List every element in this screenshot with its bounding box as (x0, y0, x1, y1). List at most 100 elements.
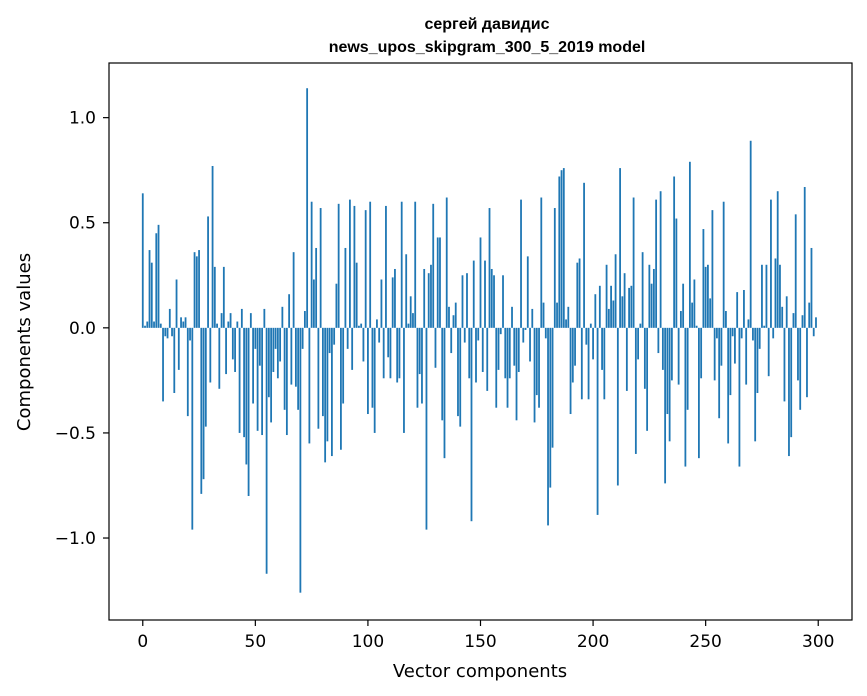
bar (747, 319, 750, 328)
y-axis-label: Components values (14, 253, 35, 431)
bar (727, 327, 730, 444)
bar (303, 311, 306, 328)
bar (189, 327, 191, 341)
bar (427, 273, 430, 328)
bar (166, 327, 169, 339)
bar (664, 327, 667, 484)
bar (616, 327, 619, 486)
bar (468, 327, 471, 379)
bar (533, 327, 536, 423)
bar (679, 311, 682, 328)
bar (553, 208, 556, 328)
bar (367, 327, 369, 415)
bar (547, 327, 549, 526)
bar (808, 302, 811, 328)
bar (504, 327, 507, 379)
bar (218, 327, 221, 389)
bar (544, 327, 547, 339)
bar (148, 250, 151, 328)
bar (238, 327, 241, 433)
bar (159, 323, 162, 328)
bar (191, 327, 194, 530)
bar (668, 327, 671, 442)
bar (598, 285, 601, 328)
bar (520, 199, 522, 328)
bar (587, 327, 590, 400)
bar (722, 201, 725, 328)
y-axis: 1.0 0.5 0.0 −0.5 −1.0 (55, 109, 109, 549)
bar (493, 275, 495, 328)
bar (258, 327, 261, 366)
bar (216, 323, 218, 328)
bar (321, 327, 324, 417)
bar (632, 197, 635, 328)
bar (772, 327, 775, 339)
bar (168, 308, 171, 328)
bar (763, 325, 766, 328)
bar (650, 283, 653, 328)
bar (484, 260, 486, 328)
bar (695, 325, 698, 328)
bar (292, 252, 295, 328)
bar (643, 327, 646, 389)
bars-group (141, 88, 817, 593)
bar (657, 327, 660, 354)
bar (583, 182, 585, 328)
bar (267, 327, 270, 398)
bar (740, 327, 743, 339)
bar (607, 308, 610, 328)
bar (445, 197, 448, 328)
bar (565, 319, 567, 328)
bar (488, 208, 491, 328)
bar (213, 266, 216, 328)
bar (567, 306, 570, 328)
bar (788, 327, 790, 457)
bar (234, 327, 236, 372)
bar (459, 327, 462, 427)
bar (497, 327, 500, 370)
bar (317, 327, 320, 429)
bar (285, 327, 288, 436)
bar (779, 264, 781, 328)
y-tick-label: 0.0 (69, 319, 96, 339)
bar (558, 176, 561, 328)
bar (702, 229, 705, 328)
bar (351, 327, 354, 370)
bar (173, 327, 176, 393)
bar (281, 306, 284, 328)
bar (797, 327, 799, 381)
bar (376, 319, 378, 328)
bar (623, 273, 626, 328)
bar (756, 327, 759, 393)
bar (184, 317, 187, 328)
bar (164, 327, 167, 337)
bar (648, 264, 651, 328)
bar (430, 264, 432, 328)
bar (369, 201, 372, 328)
bar (806, 327, 808, 398)
bar (592, 327, 594, 360)
bar (508, 327, 511, 379)
bar (380, 279, 383, 328)
bar (754, 327, 757, 442)
bar (146, 321, 149, 328)
bar (535, 327, 538, 396)
bar (761, 264, 763, 328)
x-tick-label: 250 (689, 632, 721, 652)
bar (315, 247, 318, 328)
bar (495, 327, 498, 408)
bar (729, 327, 732, 396)
bar (407, 323, 410, 328)
bar (637, 327, 640, 360)
bar (765, 264, 768, 328)
bar (360, 323, 363, 328)
bar (522, 327, 525, 343)
bar (551, 327, 554, 448)
bar (222, 266, 225, 328)
bar (466, 273, 468, 328)
bar (810, 247, 813, 328)
bar (274, 327, 277, 349)
bar (801, 315, 804, 328)
bar (472, 260, 475, 328)
bar (378, 327, 381, 343)
